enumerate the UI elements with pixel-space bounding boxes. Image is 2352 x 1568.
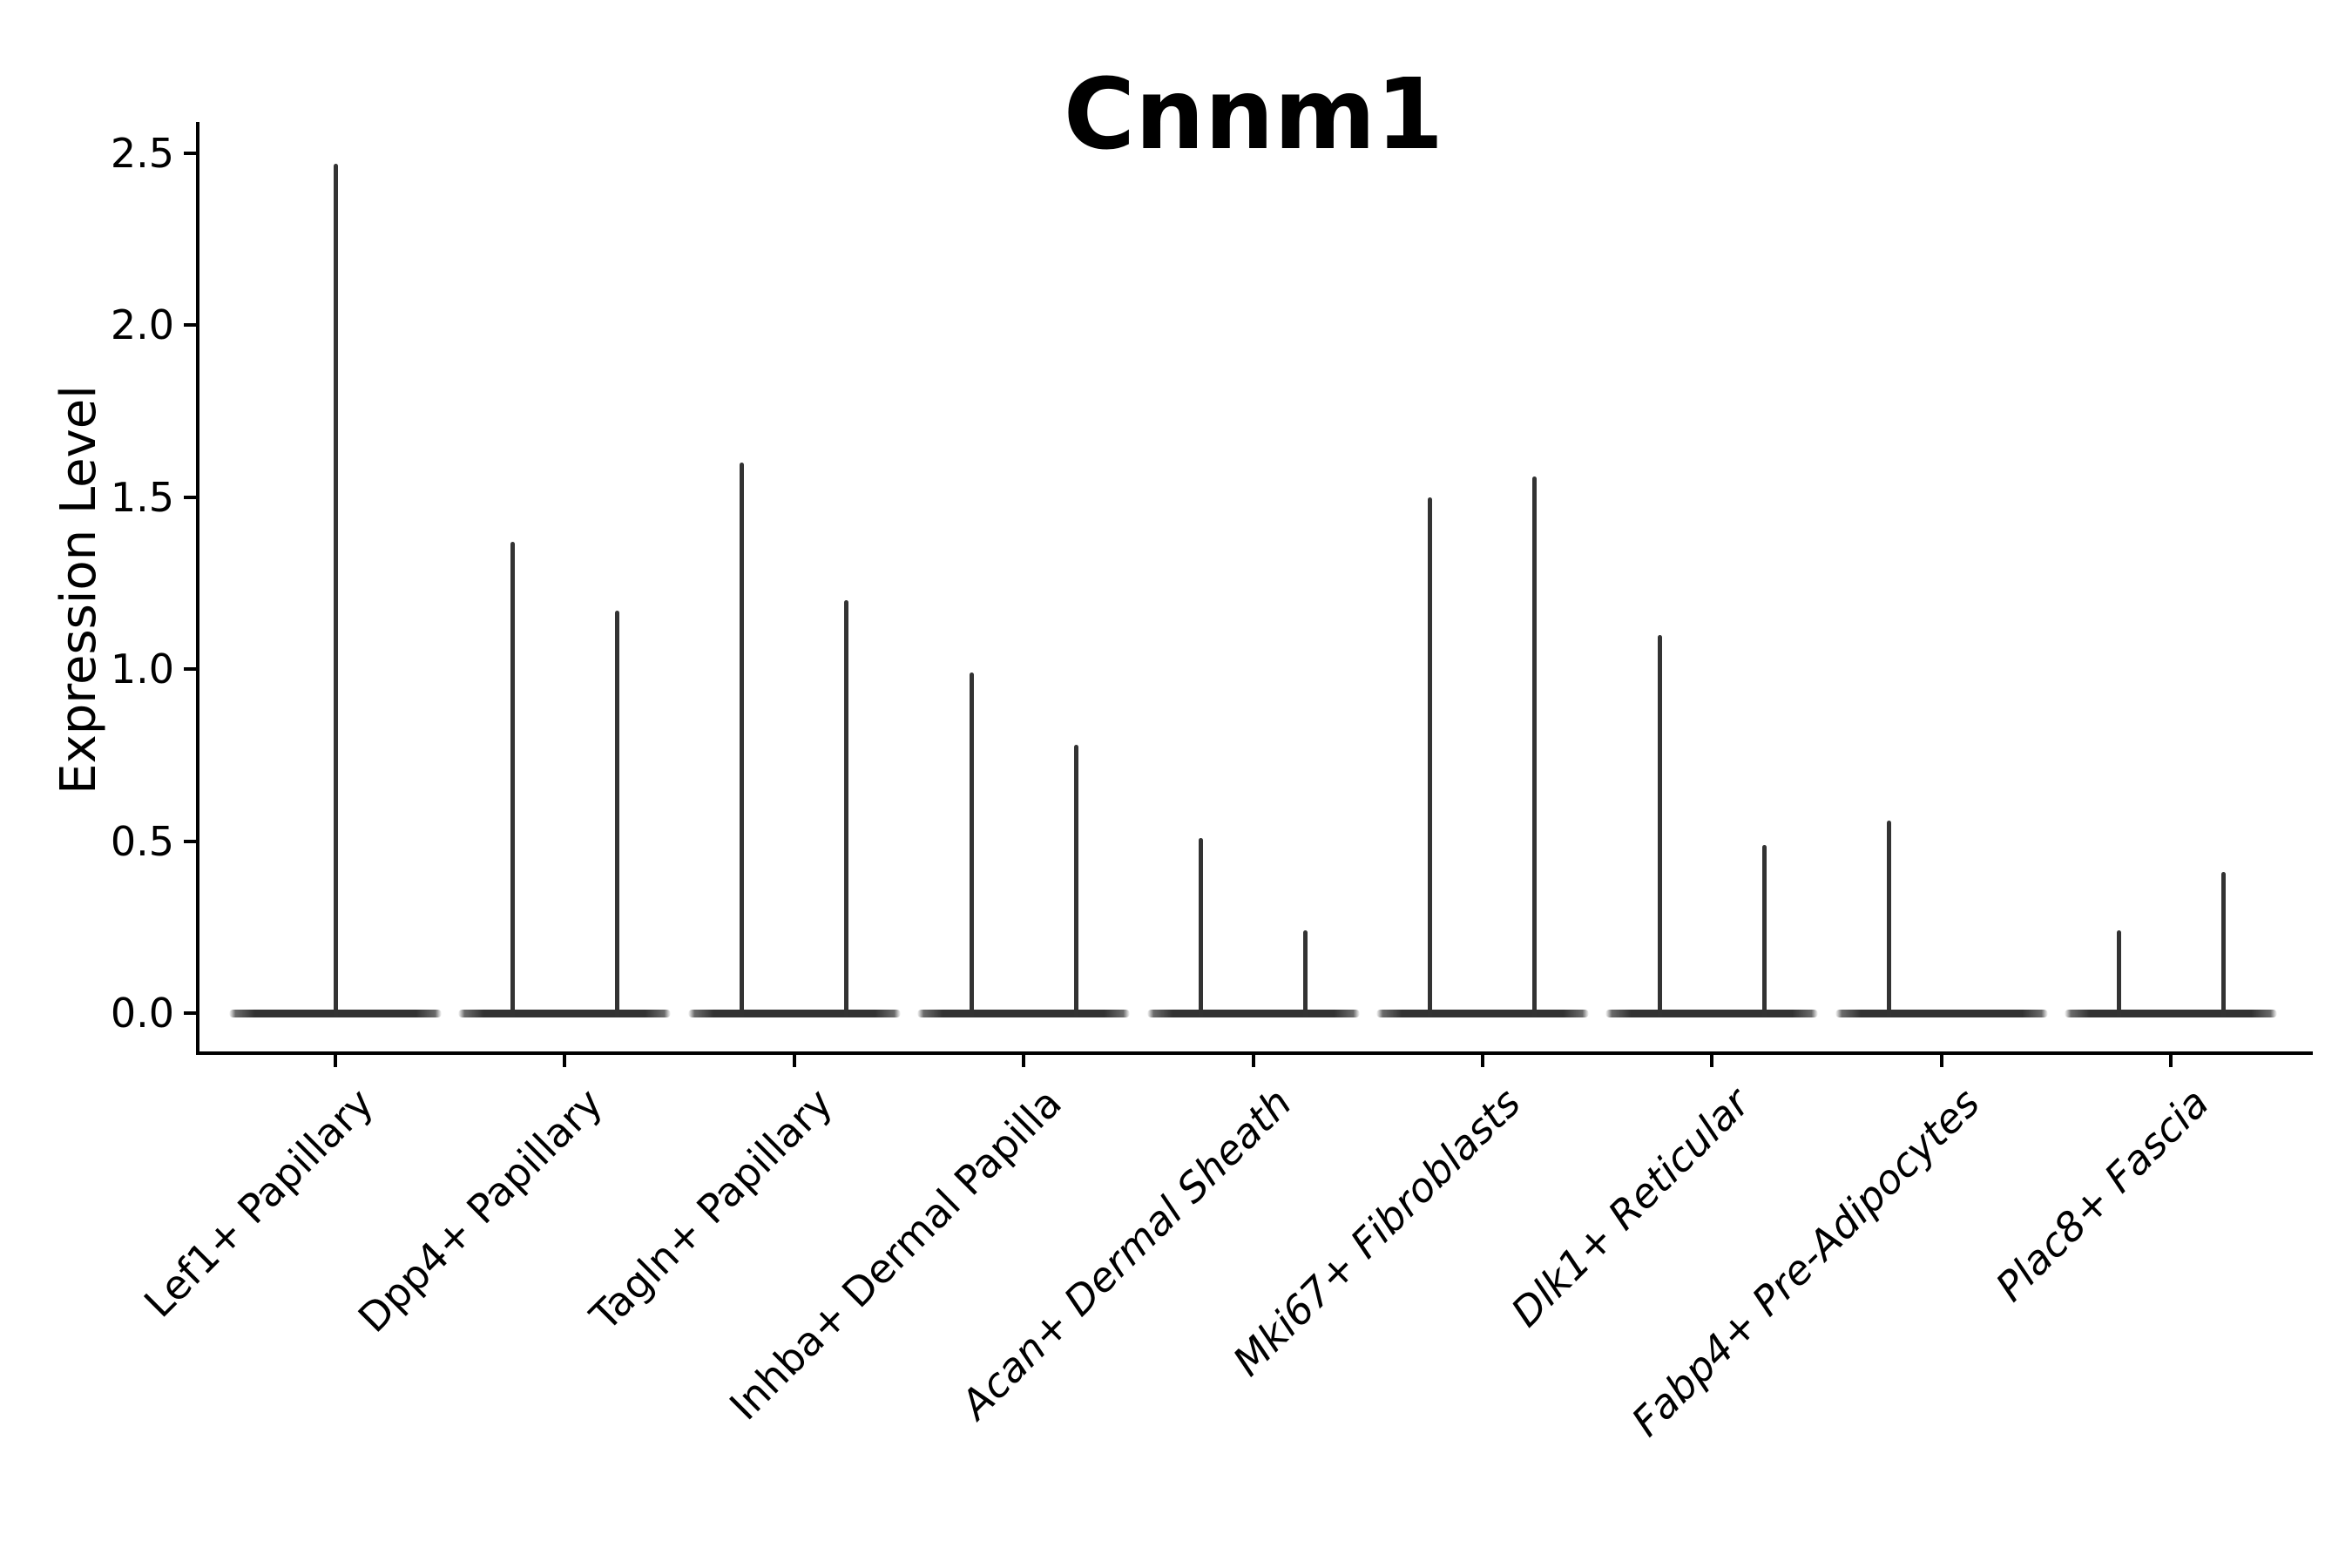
x-tick-mark	[563, 1055, 567, 1067]
violin-base	[1835, 1009, 2048, 1017]
category-label: Inhba+ Dermal Papilla	[720, 1078, 1071, 1429]
x-axis-spine	[196, 1051, 2313, 1055]
x-tick-mark	[1710, 1055, 1714, 1067]
violin-base	[687, 1009, 901, 1017]
y-tick-label: 0.0	[110, 990, 174, 1037]
plot-title: Cnnm1	[1063, 58, 1444, 172]
y-tick-label: 2.5	[110, 130, 174, 177]
y-tick-mark	[184, 1011, 196, 1015]
x-tick-mark	[1251, 1055, 1255, 1067]
violin-spike	[969, 672, 974, 1017]
y-tick-label: 1.0	[110, 645, 174, 693]
category-label: Plac8+ Fascia	[1986, 1078, 2218, 1311]
violin-spike	[1887, 820, 1892, 1017]
y-tick-mark	[184, 495, 196, 499]
violin-spike	[1303, 930, 1308, 1017]
category-label: Dpp4+ Papillary	[349, 1078, 612, 1342]
category-label: Dlk1+ Reticular	[1502, 1078, 1760, 1336]
y-tick-mark	[184, 323, 196, 328]
category-label: Mki67+ Fibroblasts	[1223, 1078, 1530, 1385]
y-tick-label: 1.5	[110, 473, 174, 521]
violin-spike	[333, 163, 338, 1017]
violin-base	[1605, 1009, 1819, 1017]
violin-base	[2065, 1009, 2277, 1017]
violin-base	[1146, 1009, 1360, 1017]
category-label: Fabp4+ Pre-Adipocytes	[1622, 1078, 1989, 1446]
violin-spike	[1428, 497, 1433, 1017]
violin-spike	[614, 611, 619, 1017]
category-label: Tagln+ Papillary	[580, 1078, 841, 1340]
violin-spike	[2116, 930, 2121, 1017]
x-tick-mark	[334, 1055, 337, 1067]
x-tick-mark	[1022, 1055, 1026, 1067]
y-tick-label: 2.0	[110, 301, 174, 349]
violin-spike	[1657, 634, 1662, 1017]
violin-spike	[1199, 837, 1203, 1017]
y-tick-mark	[184, 667, 196, 672]
x-tick-mark	[1939, 1055, 1943, 1067]
violin-spike	[844, 600, 849, 1017]
violin-spike	[1532, 476, 1538, 1017]
category-label: Acan+ Dermal Sheath	[950, 1078, 1301, 1429]
violin-base	[917, 1009, 1131, 1017]
x-tick-mark	[2169, 1055, 2173, 1067]
violin-base	[458, 1009, 672, 1017]
violin-spike	[1761, 844, 1767, 1017]
violin-spike	[740, 463, 745, 1017]
y-tick-mark	[184, 152, 196, 155]
violin-spike	[1073, 745, 1078, 1017]
violin-base	[1375, 1009, 1589, 1017]
y-axis-spine	[196, 122, 199, 1055]
x-tick-mark	[1480, 1055, 1484, 1067]
y-tick-mark	[184, 839, 196, 843]
category-label: Lef1+ Papillary	[134, 1078, 382, 1327]
y-tick-label: 0.5	[110, 817, 174, 865]
y-axis-title: Expression Level	[51, 385, 107, 794]
x-tick-mark	[792, 1055, 796, 1067]
violin-spike	[510, 542, 515, 1017]
violin-spike	[2220, 872, 2226, 1017]
